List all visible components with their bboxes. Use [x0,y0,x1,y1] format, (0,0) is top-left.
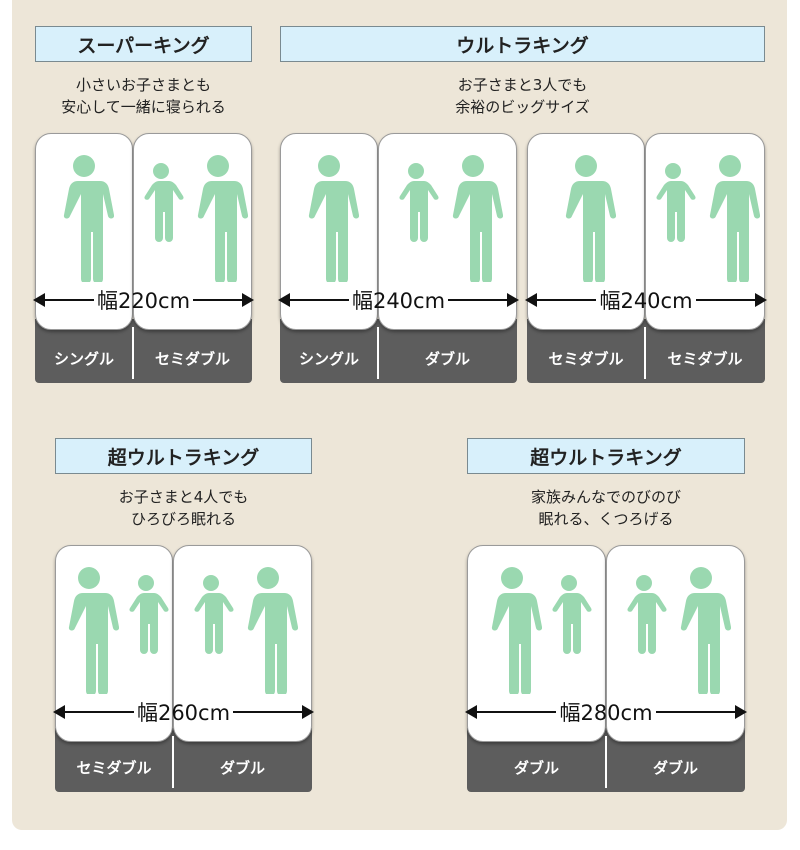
bed-divider [172,736,174,788]
bed-divider [132,327,134,379]
mattress-right [133,133,252,330]
arrow-left-icon [278,293,349,307]
child-figure-icon [621,574,667,658]
bed-set: シングル セミダブル 幅220cm [33,133,254,383]
arrow-right-icon [448,293,519,307]
bed-divider [644,327,646,379]
bed-set: セミダブル セミダブル 幅240cm [524,133,768,383]
sleepers [528,154,644,286]
mattress-right [378,133,517,330]
arrow-right-icon [655,705,748,719]
adult-figure-icon [188,154,248,286]
sleepers [379,154,516,286]
sleepers [56,566,172,698]
adult-figure-icon [54,154,115,286]
bed-size-label: セミダブル [667,349,743,368]
caption-line: 安心して一緒に寝られる [61,98,226,116]
child-figure-icon [188,574,234,658]
width-label: 幅260cm [136,701,231,725]
adult-figure-icon [238,566,298,698]
bed-size-label: ダブル [652,758,698,777]
group-title: ウルトラキング [280,26,765,62]
width-label: 幅240cm [351,289,446,313]
group-caption: 小さいお子さまとも 安心して一緒に寝られる [35,74,252,118]
bed-size-label: ダブル [219,758,265,777]
sleepers [134,154,251,286]
sleepers [174,566,311,698]
bed-size-label: ダブル [424,349,470,368]
sleepers [281,154,377,286]
group-title: 超ウルトラキング [55,438,312,474]
arrow-left-icon [464,705,557,719]
adult-figure-icon [700,154,761,286]
caption-line: お子さまと3人でも [457,76,588,94]
adult-figure-icon [443,154,503,286]
group-caption: お子さまと3人でも 余裕のビッグサイズ [280,74,765,118]
adult-figure-icon [299,154,360,286]
mattress-left [467,545,606,742]
caption-line: 小さいお子さまとも [75,76,211,94]
sleepers [607,566,744,698]
mattress-right [645,133,765,330]
adult-figure-icon [556,154,617,286]
arrow-right-icon [695,293,768,307]
child-figure-icon [393,162,439,246]
arrow-left-icon [524,293,597,307]
bed-set: シングル ダブル 幅240cm [278,133,519,383]
width-dimension: 幅240cm [278,285,519,315]
caption-line: ひろびろ眠れる [130,510,236,528]
bed-size-label: シングル [298,349,359,368]
bed-size-label: セミダブル [154,349,230,368]
bed-size-label: シングル [53,349,114,368]
adult-figure-icon [671,566,731,698]
child-figure-icon [546,574,592,658]
width-dimension: 幅260cm [53,697,314,727]
mattress-right [606,545,745,742]
child-figure-icon [138,162,184,246]
caption-line: 家族みんなでのびのび [530,488,681,506]
mattress-right [173,545,312,742]
group-caption: お子さまと4人でも ひろびろ眠れる [55,486,312,530]
width-dimension: 幅240cm [524,285,768,315]
width-label: 幅220cm [96,289,191,313]
mattress-left [35,133,133,330]
width-label: 幅240cm [599,289,693,313]
width-dimension: 幅280cm [464,697,748,727]
bed-set: セミダブル ダブル 幅260cm [53,545,314,792]
bed-size-label: セミダブル [548,349,624,368]
group-title: スーパーキング [35,26,252,62]
sleepers [468,566,605,698]
arrow-left-icon [33,293,94,307]
width-label: 幅280cm [559,701,653,725]
adult-figure-icon [482,566,542,698]
child-figure-icon [123,574,169,658]
caption-line: お子さまと4人でも [118,488,249,506]
bed-divider [605,736,607,788]
arrow-right-icon [193,293,254,307]
arrow-left-icon [53,705,134,719]
bed-set: ダブル ダブル 幅280cm [464,545,748,792]
sleepers [646,154,764,286]
mattress-left [527,133,645,330]
arrow-right-icon [233,705,314,719]
group-caption: 家族みんなでのびのび 眠れる、くつろげる [467,486,745,530]
caption-line: 眠れる、くつろげる [538,510,674,528]
mattress-left [280,133,378,330]
group-title: 超ウルトラキング [467,438,745,474]
adult-figure-icon [59,566,120,698]
sleepers [36,154,132,286]
width-dimension: 幅220cm [33,285,254,315]
bed-size-label: ダブル [513,758,559,777]
mattress-left [55,545,173,742]
caption-line: 余裕のビッグサイズ [455,98,590,116]
bed-divider [377,327,379,379]
child-figure-icon [650,162,696,246]
bed-size-label: セミダブル [76,758,152,777]
